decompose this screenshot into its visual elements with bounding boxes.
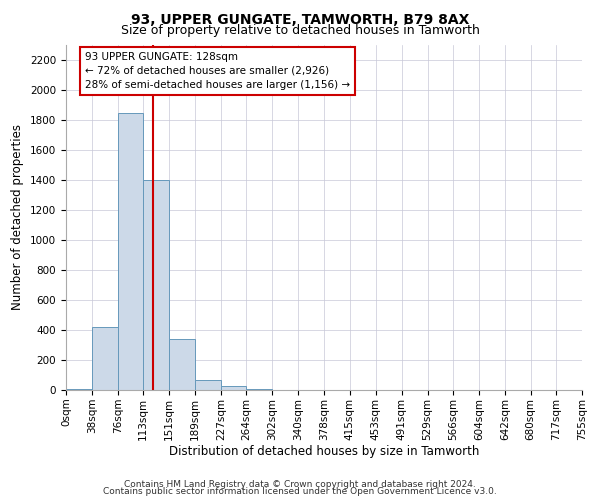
- Text: Contains public sector information licensed under the Open Government Licence v3: Contains public sector information licen…: [103, 488, 497, 496]
- Bar: [195, 380, 221, 390]
- Bar: [247, 389, 272, 390]
- Text: Contains HM Land Registry data © Crown copyright and database right 2024.: Contains HM Land Registry data © Crown c…: [124, 480, 476, 489]
- Text: Size of property relative to detached houses in Tamworth: Size of property relative to detached ho…: [121, 24, 479, 37]
- Bar: [66, 388, 92, 390]
- Text: 93 UPPER GUNGATE: 128sqm
← 72% of detached houses are smaller (2,926)
28% of sem: 93 UPPER GUNGATE: 128sqm ← 72% of detach…: [85, 52, 350, 90]
- Bar: [143, 180, 169, 390]
- Text: 93, UPPER GUNGATE, TAMWORTH, B79 8AX: 93, UPPER GUNGATE, TAMWORTH, B79 8AX: [131, 12, 469, 26]
- Y-axis label: Number of detached properties: Number of detached properties: [11, 124, 25, 310]
- Bar: [92, 327, 118, 390]
- Bar: [169, 339, 195, 390]
- X-axis label: Distribution of detached houses by size in Tamworth: Distribution of detached houses by size …: [169, 446, 479, 458]
- Bar: [118, 112, 143, 390]
- Bar: [221, 386, 247, 390]
